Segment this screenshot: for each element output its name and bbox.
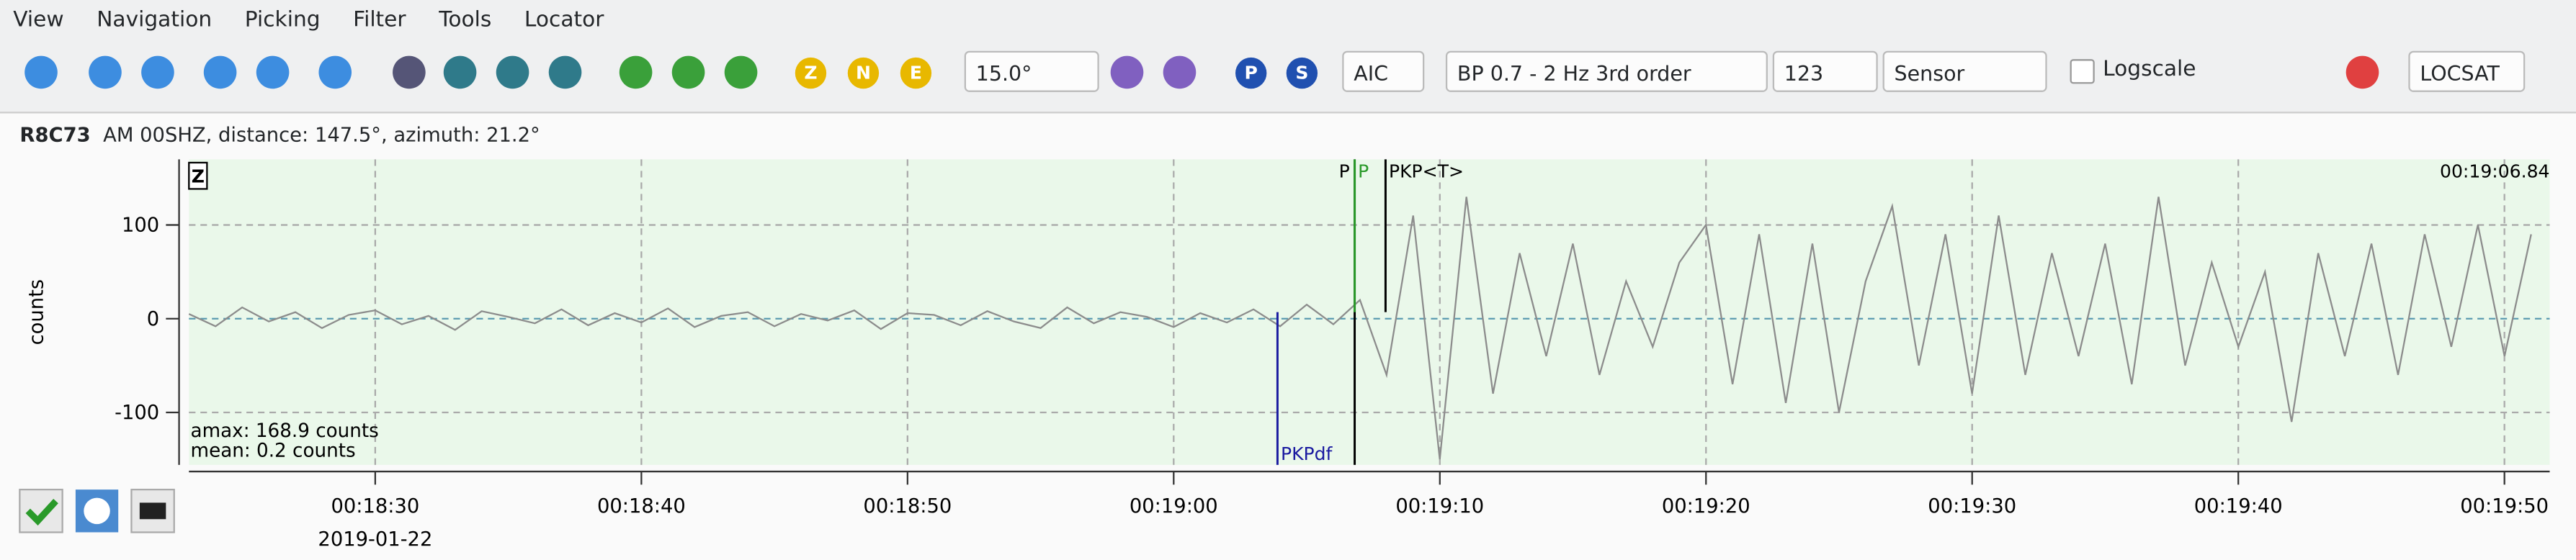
home-button[interactable] [24,55,58,89]
tool-button[interactable] [393,55,426,89]
trace-header: R8C73 AM 00SHZ, distance: 147.5°, azimut… [19,123,540,146]
menu-item[interactable]: Navigation [97,8,213,33]
x-tick-label: 00:19:10 [1395,495,1484,518]
x-tick-label: 00:18:50 [863,495,952,518]
component-button[interactable]: E [900,57,932,89]
angle-spinbox[interactable]: 15.0° [964,50,1099,92]
plot-background [189,159,2550,465]
trace-info: AM 00SHZ, distance: 147.5°, azimuth: 21.… [103,123,540,147]
mean-label: mean: 0.2 counts [191,440,356,461]
x-tick-label: 00:19:20 [1662,495,1750,518]
locator-combo[interactable]: LOCSAT [2408,50,2526,92]
waveform [188,197,2532,460]
menu-item[interactable]: Filter [353,8,406,33]
reject-icon [84,497,110,525]
component-box [188,161,208,190]
menu-item[interactable]: View [13,8,64,33]
nav-button[interactable] [203,55,237,89]
tool-button[interactable] [619,55,653,89]
x-tick-label: 00:18:30 [331,495,419,518]
station: R8C73 [19,123,91,147]
component-button[interactable]: N [847,57,880,89]
menu-item[interactable]: Tools [439,8,492,33]
method-combo[interactable]: AIC [1342,50,1425,92]
tool-button[interactable] [548,55,582,89]
close-icon [139,502,166,520]
component-button[interactable]: Z [795,57,827,89]
y-tick-label: 100 [122,214,159,237]
pick-label: P [1339,161,1350,181]
y-tick-label: 0 [147,308,159,330]
filter-combo[interactable]: BP 0.7 - 2 Hz 3rd order [1445,50,1768,92]
nav-button[interactable] [256,55,290,89]
phase-button[interactable]: P [1235,57,1267,89]
y-tick-label: -100 [115,402,159,424]
x-tick-label: 00:18:40 [597,495,686,518]
pick-label: PKP<T> [1389,161,1464,181]
pick-label: P [1358,161,1369,181]
component-label: Z [192,166,205,186]
tool-button[interactable] [1163,55,1197,89]
number-combo[interactable]: 123 [1772,50,1878,92]
nav-button[interactable] [89,55,122,89]
time-label: 00:19:06.84 [2440,161,2549,181]
nav-button[interactable] [318,55,352,89]
x-tick-label: 00:19:00 [1130,495,1218,518]
date-label: 2019-01-22 [318,528,432,551]
tool-button[interactable] [671,55,705,89]
amax-label: amax: 168.9 counts [191,420,379,442]
phase-button[interactable]: S [1286,57,1318,89]
locate-button[interactable] [2345,55,2379,89]
x-tick-label: 00:19:40 [2194,495,2283,518]
tool-button[interactable] [1110,55,1144,89]
close-button[interactable] [130,489,175,533]
x-tick-label: 00:19:30 [1928,495,2016,518]
accept-button[interactable] [19,489,63,533]
toolbar: 15.0° AIC BP 0.7 - 2 Hz 3rd order 123 Se… [0,46,2576,99]
tool-button[interactable] [724,55,758,89]
check-icon [25,499,58,526]
x-tick-label: 00:19:50 [2460,495,2549,518]
unit-combo[interactable]: Sensor [1882,50,2047,92]
tool-button[interactable] [443,55,477,89]
logscale-checkbox[interactable] [2070,59,2095,84]
tool-button[interactable] [496,55,529,89]
nav-button[interactable] [141,55,174,89]
y-axis-label: counts [25,279,48,345]
logscale-label: Logscale [2103,57,2196,83]
pick-label: PKPdf [1281,443,1333,464]
menu-item[interactable]: Picking [244,8,321,33]
menu-bar: View Navigation Picking Filter Tools Locator [13,8,637,32]
menu-item[interactable]: Locator [524,8,604,33]
